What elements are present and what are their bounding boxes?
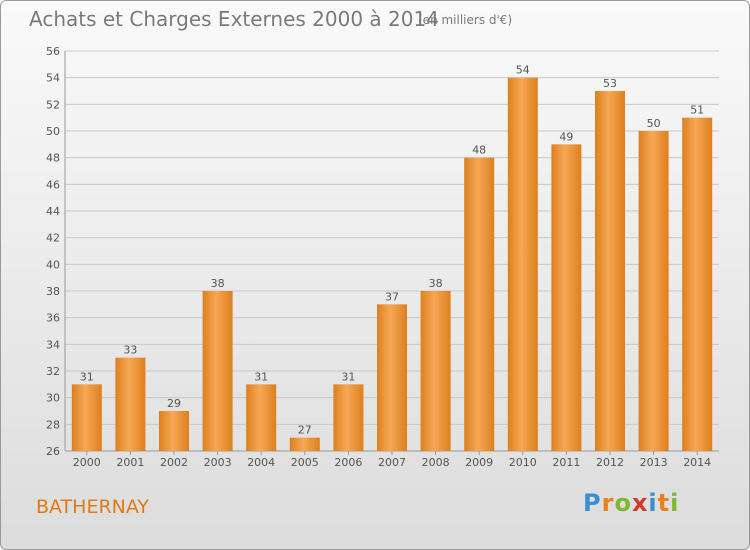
x-tick-label: 2002 bbox=[160, 456, 188, 469]
data-label: 27 bbox=[298, 424, 312, 437]
logo-letter: o bbox=[614, 489, 632, 517]
data-label: 31 bbox=[341, 370, 355, 383]
bar bbox=[682, 117, 713, 452]
chart-subtitle: (en milliers d'€) bbox=[418, 13, 513, 27]
bar bbox=[289, 437, 320, 451]
x-tick-label: 2014 bbox=[683, 456, 711, 469]
data-label: 38 bbox=[429, 277, 443, 290]
bar bbox=[551, 144, 582, 452]
x-tick-label: 2011 bbox=[552, 456, 580, 469]
logo-letter: x bbox=[631, 489, 649, 517]
bar bbox=[420, 291, 451, 451]
y-tick-label: 52 bbox=[46, 98, 60, 111]
logo-letter: r bbox=[601, 489, 615, 517]
x-tick-label: 2010 bbox=[509, 456, 537, 469]
bar bbox=[333, 384, 364, 451]
bar bbox=[246, 384, 277, 451]
y-tick-label: 50 bbox=[46, 125, 60, 138]
chart-title: Achats et Charges Externes 2000 à 2014 bbox=[29, 7, 439, 31]
x-tick-label: 2000 bbox=[73, 456, 101, 469]
y-tick-label: 46 bbox=[46, 178, 60, 191]
bar bbox=[115, 357, 146, 451]
data-label: 51 bbox=[690, 104, 704, 117]
bar bbox=[507, 77, 538, 452]
x-tick-label: 2007 bbox=[378, 456, 406, 469]
y-tick-label: 48 bbox=[46, 152, 60, 165]
y-tick-label: 54 bbox=[46, 72, 60, 85]
proxiti-logo: Proxiti bbox=[583, 489, 679, 517]
x-tick-label: 2012 bbox=[596, 456, 624, 469]
x-tick-label: 2001 bbox=[116, 456, 144, 469]
y-tick-label: 28 bbox=[46, 418, 60, 431]
commune-name: BATHERNAY bbox=[36, 496, 149, 518]
x-tick-label: 2003 bbox=[204, 456, 232, 469]
logo-letter: i bbox=[648, 489, 658, 517]
data-label: 37 bbox=[385, 290, 399, 303]
bar bbox=[638, 131, 669, 451]
data-label: 31 bbox=[80, 370, 94, 383]
data-label: 38 bbox=[211, 277, 225, 290]
bar bbox=[159, 411, 189, 451]
y-tick-label: 30 bbox=[46, 392, 60, 405]
data-label: 50 bbox=[647, 117, 661, 130]
data-label: 29 bbox=[167, 397, 181, 410]
data-label: 48 bbox=[472, 144, 486, 157]
y-tick-label: 40 bbox=[46, 258, 60, 271]
y-tick-label: 34 bbox=[46, 338, 60, 351]
y-tick-label: 38 bbox=[46, 285, 60, 298]
data-label: 53 bbox=[603, 77, 617, 90]
y-tick-label: 44 bbox=[46, 205, 60, 218]
data-label: 33 bbox=[123, 344, 137, 357]
data-label: 31 bbox=[254, 370, 268, 383]
data-label: 49 bbox=[559, 130, 573, 143]
y-tick-label: 32 bbox=[46, 365, 60, 378]
x-tick-label: 2008 bbox=[422, 456, 450, 469]
bar bbox=[71, 384, 102, 451]
x-tick-label: 2009 bbox=[465, 456, 493, 469]
logo-letter: P bbox=[583, 489, 602, 517]
bar bbox=[464, 157, 495, 451]
logo-letter: t bbox=[657, 489, 671, 517]
bar bbox=[595, 91, 625, 451]
bar bbox=[377, 304, 407, 451]
x-tick-label: 2004 bbox=[247, 456, 275, 469]
x-tick-label: 2006 bbox=[334, 456, 362, 469]
x-tick-label: 2013 bbox=[640, 456, 668, 469]
y-tick-label: 36 bbox=[46, 312, 60, 325]
y-tick-label: 42 bbox=[46, 232, 60, 245]
bar bbox=[202, 291, 233, 451]
logo-letter: i bbox=[670, 489, 680, 517]
x-tick-label: 2005 bbox=[291, 456, 319, 469]
y-tick-label: 26 bbox=[46, 445, 60, 458]
y-tick-label: 56 bbox=[46, 45, 60, 58]
data-label: 54 bbox=[516, 64, 530, 77]
